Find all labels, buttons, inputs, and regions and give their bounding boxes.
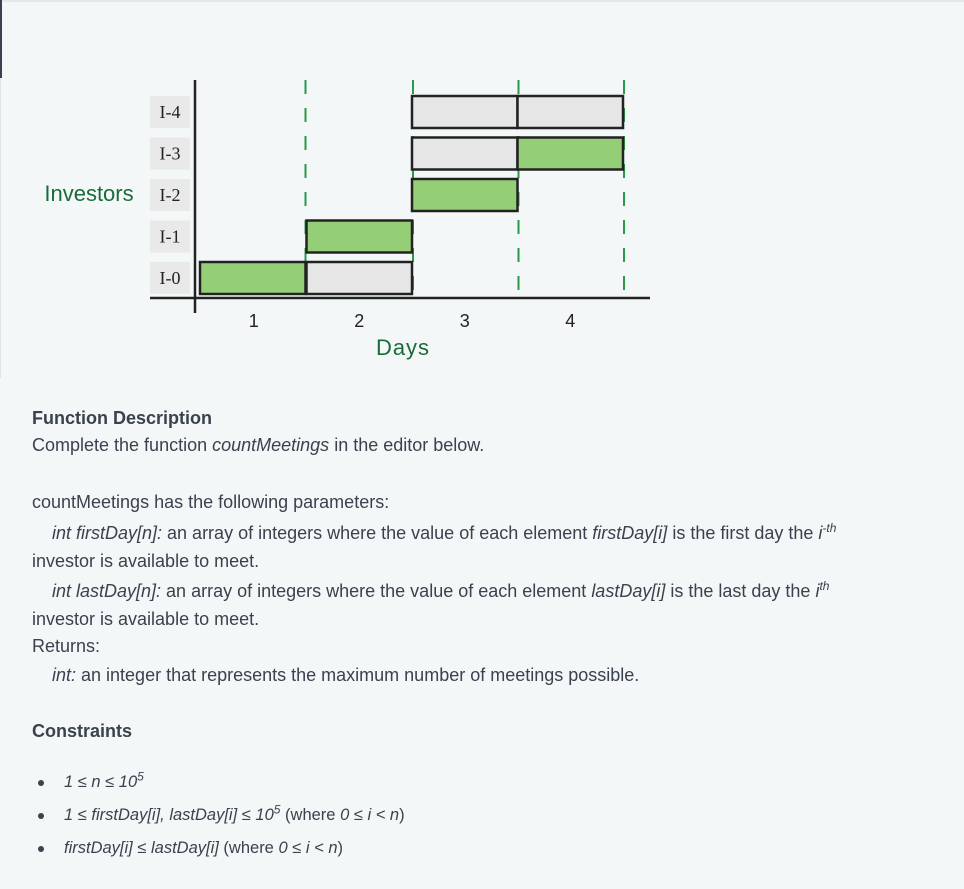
x-tick-label: 4	[565, 311, 575, 331]
x-tick-label: 1	[249, 311, 259, 331]
returns-type: int:	[52, 665, 77, 685]
investor-schedule-figure: I-0 I-1 I-2 I-3 I-4 1 2 3 4 Investors Days	[44, 80, 650, 360]
constraint-item: 1 ≤ n ≤ 105	[32, 766, 405, 799]
available-cell	[516, 94, 625, 130]
available-cell	[305, 260, 414, 296]
constraint-item: firstDay[i] ≤ lastDay[i] (where 0 ≤ i < …	[32, 832, 405, 865]
row-label-box	[150, 220, 190, 253]
available-cell	[410, 94, 519, 130]
x-axis-title: Days	[376, 335, 430, 360]
constraint-1-sup: 5	[137, 769, 144, 784]
constraint-2-where-expr: 0 ≤ i < n	[340, 806, 400, 824]
available-cell	[410, 136, 519, 171]
returns-line: int: an integer that represents the maxi…	[32, 661, 942, 689]
fd-prefix: Complete the function	[32, 435, 213, 455]
row-label: I-3	[160, 144, 181, 164]
x-tick-label: 3	[460, 311, 470, 331]
first-day-decl: int firstDay[n]:	[52, 523, 163, 543]
row-labels: I-0 I-1 I-2 I-3 I-4	[150, 96, 190, 294]
returns-text: an integer that represents the maximum n…	[76, 665, 640, 685]
row-label: I-2	[160, 185, 181, 205]
meeting-cell	[198, 260, 307, 296]
first-day-text-b: is the first day the	[667, 523, 819, 543]
first-day-text-a: an array of integers where the value of …	[162, 523, 593, 543]
last-day-text-a: an array of integers where the value of …	[161, 581, 592, 601]
constraint-1-expr: 1 ≤ n ≤ 10	[64, 773, 138, 791]
function-description-heading: Function Description	[32, 408, 212, 428]
constraint-2-sup: 5	[273, 802, 281, 817]
x-tick-label: 2	[354, 311, 364, 331]
y-axis-title: Investors	[44, 181, 133, 206]
first-day-ordinal: i	[818, 523, 823, 543]
row-label: I-0	[160, 268, 181, 288]
parameters-intro: countMeetings has the following paramete…	[32, 492, 390, 512]
left-rule	[0, 0, 2, 78]
last-day-decl: int lastDay[n]:	[52, 581, 162, 601]
param-first-day: int firstDay[n]: an array of integers wh…	[32, 519, 942, 575]
constraint-2-where-a: (where	[280, 806, 341, 824]
last-day-continuation: investor is available to meet.	[32, 609, 260, 629]
constraints-list: 1 ≤ n ≤ 105 1 ≤ firstDay[i], lastDay[i] …	[32, 766, 405, 865]
interval-bars	[198, 94, 625, 296]
constraint-3-expr: firstDay[i] ≤ lastDay[i]	[64, 839, 219, 857]
last-day-ordinal: i	[815, 581, 820, 601]
constraint-2-where-b: )	[399, 806, 405, 824]
last-day-text-b: is the last day the	[665, 581, 816, 601]
meeting-cell	[410, 177, 519, 213]
x-tick-labels: 1 2 3 4	[249, 311, 576, 331]
constraints-heading: Constraints	[32, 721, 133, 741]
last-day-element: lastDay[i]	[591, 581, 666, 601]
row-label-box	[150, 179, 190, 211]
constraint-3-where-expr: 0 ≤ i < n	[278, 839, 338, 857]
constraint-3-where-b: )	[337, 839, 344, 857]
row-label-box	[150, 96, 190, 128]
left-rule-light	[0, 78, 1, 378]
first-day-element: firstDay[i]	[592, 523, 668, 543]
row-label: I-1	[160, 227, 181, 247]
row-label-box	[150, 137, 190, 170]
meeting-cell	[305, 219, 414, 254]
first-day-continuation: investor is available to meet.	[32, 551, 260, 571]
constraint-3-where-a: (where	[218, 839, 279, 857]
meeting-cell	[516, 136, 625, 171]
row-label-box	[150, 262, 190, 294]
row-label: I-4	[160, 102, 181, 122]
constraint-2-expr: 1 ≤ firstDay[i], lastDay[i] ≤ 10	[64, 806, 274, 824]
function-description-line: Complete the function countMeetings in t…	[32, 431, 942, 459]
top-border	[0, 0, 964, 2]
last-day-ordinal-sup: th	[819, 579, 830, 593]
param-last-day: int lastDay[n]: an array of integers whe…	[32, 577, 942, 633]
constraint-item: 1 ≤ firstDay[i], lastDay[i] ≤ 105 (where…	[32, 799, 405, 832]
returns-label: Returns:	[32, 636, 101, 656]
fd-suffix: in the editor below.	[329, 435, 485, 455]
first-day-ordinal-sup: -th	[822, 521, 837, 535]
function-name: countMeetings	[212, 435, 330, 455]
